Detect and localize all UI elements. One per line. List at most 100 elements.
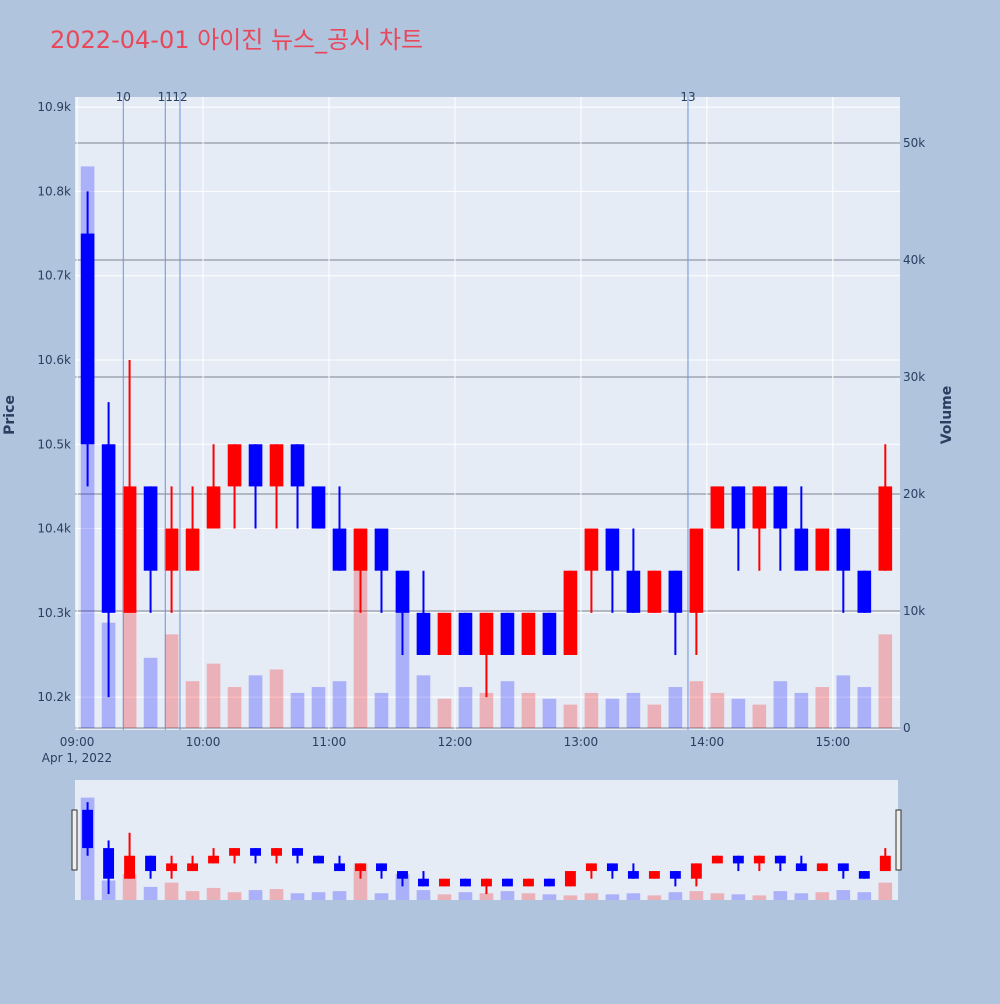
slider-candle-body <box>858 871 870 879</box>
x-tick-label: 15:00 <box>816 735 851 749</box>
y2-tick-label: 40k <box>903 253 925 267</box>
slider-volume-bar <box>836 890 851 900</box>
slider-volume-bar <box>647 895 662 900</box>
slider-volume-bar <box>563 895 578 900</box>
slider-candle-body <box>648 871 660 879</box>
slider-candle-body <box>355 863 366 872</box>
volume-bar <box>416 675 431 728</box>
slider-candle-body <box>816 863 828 872</box>
volume-bar <box>857 687 872 728</box>
slider-volume-bar <box>584 893 599 900</box>
slider-candle-body <box>208 855 220 864</box>
volume-bar <box>269 669 284 728</box>
slider-candle-body <box>585 863 597 872</box>
candle-body <box>878 486 893 571</box>
x-tick-label: 14:00 <box>690 735 725 749</box>
candle-body <box>206 486 221 529</box>
slider-candle-body <box>397 871 408 879</box>
volume-bar <box>164 634 179 728</box>
slider-candle-body <box>879 855 891 872</box>
volume-bar <box>668 687 683 728</box>
volume-bar <box>773 681 788 728</box>
candle-body <box>290 444 305 487</box>
slider-volume-bar <box>668 892 683 900</box>
volume-bar <box>836 675 851 728</box>
volume-bar <box>584 692 599 728</box>
slider-volume-bar <box>542 894 557 900</box>
slider-volume-bar <box>521 893 536 900</box>
slider-candle-body <box>522 878 534 887</box>
candle-body <box>752 486 767 529</box>
volume-bar <box>290 692 305 728</box>
y2-tick-label: 10k <box>903 604 925 618</box>
annotation-label: 12 <box>172 90 187 104</box>
x-tick-label: 13:00 <box>564 735 599 749</box>
candle-body <box>332 528 347 571</box>
slider-volume-bar <box>731 894 746 900</box>
slider-candle-body <box>418 878 429 887</box>
slider-volume-bar <box>353 863 368 900</box>
slider-volume-bar <box>752 895 767 900</box>
slider-volume-bar <box>395 874 410 900</box>
slider-candle-body <box>313 855 324 864</box>
candle-body <box>353 528 368 571</box>
slider-volume-bar <box>626 893 641 900</box>
slider-candle-body <box>103 848 115 879</box>
volume-bar <box>689 681 704 728</box>
annotation-label: 10 <box>116 90 131 104</box>
slider-candle-body <box>334 863 345 872</box>
candle-body <box>710 486 725 529</box>
slider-candle-body <box>460 878 471 887</box>
candle-body <box>416 612 431 655</box>
slider-volume-bar <box>605 894 620 900</box>
chart-title: 2022-04-01 아이진 뉴스_공시 차트 <box>50 26 423 54</box>
slider-volume-bar <box>500 891 515 900</box>
volume-bar <box>353 529 368 728</box>
candle-body <box>584 528 599 571</box>
slider-candle-body <box>166 863 178 872</box>
slider-volume-bar <box>437 894 452 900</box>
slider-volume-bar <box>374 893 389 900</box>
y-tick-label: 10.9k <box>37 100 71 114</box>
volume-bar <box>395 587 410 728</box>
y-tick-label: 10.7k <box>37 269 71 283</box>
volume-bar <box>626 692 641 728</box>
slider-candle-body <box>439 878 450 887</box>
volume-bar <box>248 675 263 728</box>
slider-volume-bar <box>206 887 221 900</box>
candle-body <box>857 570 872 613</box>
slider-candle-body <box>543 878 555 887</box>
slider-candle-body <box>376 863 387 872</box>
slider-volume-bar <box>248 890 263 900</box>
candle-body <box>395 570 410 613</box>
slider-candle-body <box>627 871 639 879</box>
y-tick-label: 10.4k <box>37 522 71 536</box>
candle-body <box>731 486 746 529</box>
volume-bar <box>479 692 494 728</box>
volume-bar <box>647 704 662 728</box>
y-tick-label: 10.2k <box>37 690 71 704</box>
slider-volume-bar <box>227 892 242 900</box>
slider-volume-bar <box>311 892 326 900</box>
x-tick-label: 09:00 <box>60 735 95 749</box>
y-axis-title: Price <box>2 395 18 435</box>
slider-volume-bar <box>185 891 200 900</box>
slider-volume-bar <box>857 892 872 900</box>
candle-body <box>143 486 158 571</box>
slider-handle <box>895 809 902 871</box>
y-tick-label: 10.6k <box>37 353 71 367</box>
slider-candle-body <box>690 863 702 879</box>
candle-body <box>269 444 284 487</box>
x-date-label: Apr 1, 2022 <box>42 751 112 765</box>
slider-volume-bar <box>416 890 431 900</box>
volume-bar <box>605 698 620 728</box>
candle-body <box>668 570 683 613</box>
volume-bar <box>458 687 473 728</box>
candle-body <box>122 486 137 613</box>
volume-bar <box>185 681 200 728</box>
slider-volume-bar <box>164 882 179 900</box>
slider-candle-body <box>187 863 199 872</box>
volume-bar <box>794 692 809 728</box>
slider-candle-body <box>774 855 786 864</box>
